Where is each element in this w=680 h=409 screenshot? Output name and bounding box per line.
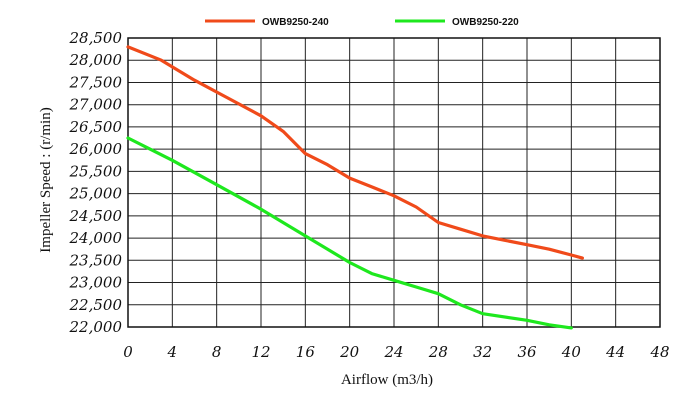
x-tick-label: 44 — [605, 343, 625, 361]
x-tick-label: 12 — [251, 343, 270, 361]
y-tick-label: 25,500 — [69, 162, 123, 180]
y-tick-label: 22,000 — [69, 318, 123, 336]
x-tick-label: 40 — [561, 343, 582, 361]
y-tick-label: 25,000 — [69, 185, 123, 203]
y-tick-label: 28,500 — [69, 29, 123, 47]
x-tick-label: 32 — [473, 343, 492, 361]
series-line-owb9250-220 — [126, 136, 573, 330]
y-tick-label: 23,000 — [69, 274, 123, 292]
series-layer — [126, 45, 585, 330]
y-tick-label: 26,000 — [69, 140, 123, 158]
legend-label-owb9250-220: OWB9250-220 — [452, 17, 519, 28]
y-tick-label: 24,000 — [69, 229, 123, 247]
y-tick-label: 24,500 — [69, 207, 123, 225]
series-line-owb9250-240 — [126, 45, 585, 260]
x-tick-label: 20 — [339, 343, 360, 361]
chart-grid — [127, 37, 661, 328]
y-tick-label: 27,500 — [69, 73, 123, 91]
x-tick-label: 24 — [383, 343, 403, 361]
x-tick-label: 4 — [167, 343, 178, 361]
x-axis-title: Airflow (m3/h) — [341, 372, 433, 388]
legend-label-owb9250-240: OWB9250-240 — [262, 17, 329, 28]
x-tick-label: 16 — [296, 343, 316, 361]
y-tick-label: 22,500 — [69, 296, 123, 314]
y-axis-title: Impeller Speed : (r/min) — [38, 107, 54, 252]
x-tick-labels: 0 4 8 12 16 20 24 28 32 36 40 44 48 — [123, 343, 669, 361]
x-tick-label: 48 — [649, 343, 669, 361]
y-tick-label: 26,500 — [69, 118, 123, 136]
x-tick-label: 8 — [212, 343, 222, 361]
y-tick-label: 28,000 — [69, 51, 123, 69]
x-tick-label: 36 — [517, 343, 537, 361]
legend: OWB9250-240 OWB9250-220 — [205, 17, 519, 28]
y-tick-label: 27,000 — [69, 96, 123, 114]
y-tick-label: 23,500 — [69, 251, 123, 269]
plot-frame — [127, 37, 661, 328]
x-tick-label: 28 — [428, 343, 448, 361]
y-tick-labels: 22,000 22,500 23,000 23,500 24,000 24,500 25,0… — [69, 29, 123, 336]
x-tick-label: 0 — [123, 343, 133, 361]
